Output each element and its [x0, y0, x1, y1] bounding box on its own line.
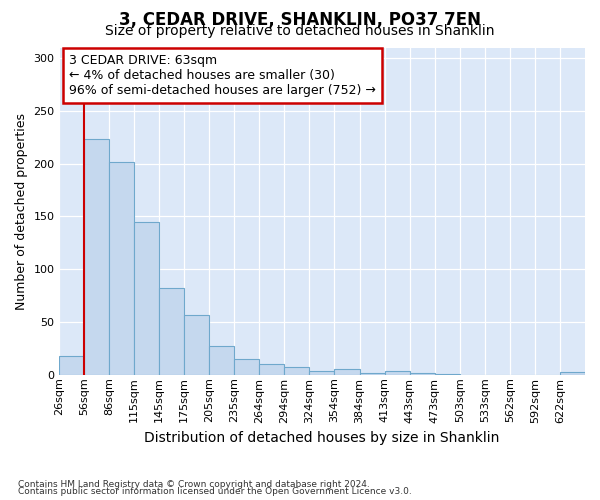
Bar: [359, 372, 385, 375]
Bar: [284, 368, 310, 375]
Bar: [134, 222, 159, 375]
Text: Contains HM Land Registry data © Crown copyright and database right 2024.: Contains HM Land Registry data © Crown c…: [18, 480, 370, 489]
Bar: [310, 370, 334, 375]
Bar: [184, 314, 209, 375]
Text: 3, CEDAR DRIVE, SHANKLIN, PO37 7EN: 3, CEDAR DRIVE, SHANKLIN, PO37 7EN: [119, 11, 481, 29]
X-axis label: Distribution of detached houses by size in Shanklin: Distribution of detached houses by size …: [144, 431, 500, 445]
Bar: [259, 364, 284, 375]
Bar: [385, 370, 410, 375]
Y-axis label: Number of detached properties: Number of detached properties: [15, 112, 28, 310]
Text: Contains public sector information licensed under the Open Government Licence v3: Contains public sector information licen…: [18, 488, 412, 496]
Bar: [84, 140, 109, 375]
Bar: [334, 370, 359, 375]
Bar: [560, 372, 585, 375]
Bar: [410, 372, 434, 375]
Bar: [59, 356, 84, 375]
Bar: [234, 359, 259, 375]
Bar: [159, 288, 184, 375]
Text: 3 CEDAR DRIVE: 63sqm
← 4% of detached houses are smaller (30)
96% of semi-detach: 3 CEDAR DRIVE: 63sqm ← 4% of detached ho…: [70, 54, 376, 97]
Bar: [209, 346, 234, 375]
Bar: [434, 374, 460, 375]
Bar: [109, 162, 134, 375]
Text: Size of property relative to detached houses in Shanklin: Size of property relative to detached ho…: [105, 24, 495, 38]
